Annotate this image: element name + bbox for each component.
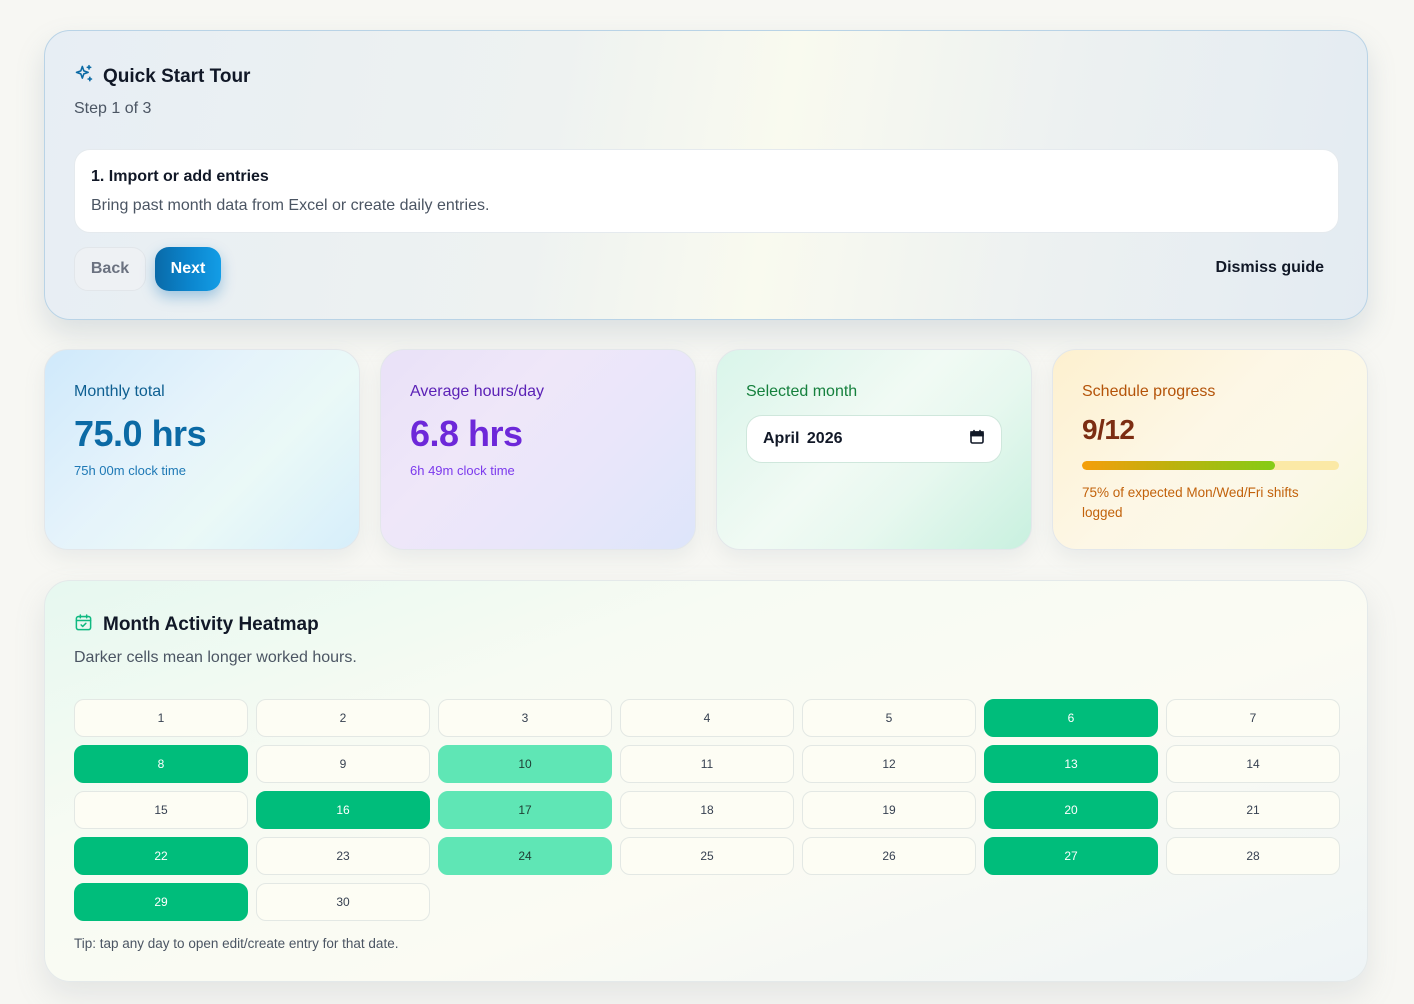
heatmap-day-cell[interactable]: 12: [802, 745, 976, 783]
monthly-total-value: 75.0 hrs: [74, 413, 207, 454]
schedule-progress-fill: [1082, 461, 1275, 470]
month-picker-input[interactable]: April 2026: [746, 415, 1002, 463]
heatmap-day-cell[interactable]: 24: [438, 837, 612, 875]
average-hours-clock-time: 6h 49m clock time: [410, 463, 515, 478]
heatmap-day-cell[interactable]: 2: [256, 699, 430, 737]
quick-start-tour-card: Quick Start Tour Step 1 of 3 1. Import o…: [44, 30, 1368, 320]
tour-step-description: Bring past month data from Excel or crea…: [91, 197, 490, 214]
heatmap-day-cell[interactable]: 19: [802, 791, 976, 829]
heatmap-day-cell[interactable]: 18: [620, 791, 794, 829]
monthly-total-card: Monthly total 75.0 hrs 75h 00m clock tim…: [44, 349, 360, 550]
heatmap-description: Darker cells mean longer worked hours.: [74, 649, 357, 666]
heatmap-header: Month Activity Heatmap: [74, 613, 319, 637]
heatmap-day-cell[interactable]: 8: [74, 745, 248, 783]
tour-step-title: 1. Import or add entries: [91, 168, 269, 185]
heatmap-day-cell[interactable]: 25: [620, 837, 794, 875]
heatmap-day-cell[interactable]: 20: [984, 791, 1158, 829]
average-hours-card: Average hours/day 6.8 hrs 6h 49m clock t…: [380, 349, 696, 550]
calendar-icon[interactable]: [969, 429, 985, 450]
month-picker-value: April 2026: [763, 430, 843, 447]
heatmap-day-cell[interactable]: 10: [438, 745, 612, 783]
heatmap-day-cell[interactable]: 23: [256, 837, 430, 875]
monthly-total-clock-time: 75h 00m clock time: [74, 463, 186, 478]
dismiss-guide-button[interactable]: Dismiss guide: [1215, 259, 1324, 276]
monthly-total-label: Monthly total: [74, 383, 165, 400]
month-activity-heatmap-card: Month Activity Heatmap Darker cells mean…: [44, 580, 1368, 982]
heatmap-day-cell[interactable]: 30: [256, 883, 430, 921]
heatmap-day-cell[interactable]: 17: [438, 791, 612, 829]
selected-month-card: Selected month April 2026: [716, 349, 1032, 550]
schedule-progress-card: Schedule progress 9/12 75% of expected M…: [1052, 349, 1368, 550]
heatmap-day-cell[interactable]: 9: [256, 745, 430, 783]
heatmap-title: Month Activity Heatmap: [103, 614, 319, 635]
schedule-progress-bar: [1082, 461, 1339, 470]
average-hours-value: 6.8 hrs: [410, 413, 523, 454]
heatmap-day-cell[interactable]: 1: [74, 699, 248, 737]
heatmap-day-cell[interactable]: 3: [438, 699, 612, 737]
heatmap-day-cell[interactable]: 7: [1166, 699, 1340, 737]
heatmap-day-cell[interactable]: 27: [984, 837, 1158, 875]
sparkles-icon: [74, 64, 94, 89]
heatmap-day-cell[interactable]: 14: [1166, 745, 1340, 783]
tour-header: Quick Start Tour: [74, 64, 250, 89]
heatmap-grid: 1 2 3 4 5 6 7 8 9 10 11 12 13 14 15 16 17 18 19 20 21 22 23 24 2…: [74, 699, 1340, 921]
back-button[interactable]: Back: [74, 247, 146, 291]
schedule-progress-note: 75% of expected Mon/Wed/Fri shifts logge…: [1082, 485, 1299, 520]
heatmap-day-cell[interactable]: 22: [74, 837, 248, 875]
tour-step-content: 1. Import or add entries Bring past mont…: [74, 149, 1339, 233]
calendar-check-icon: [74, 613, 93, 637]
heatmap-day-cell[interactable]: 21: [1166, 791, 1340, 829]
next-button[interactable]: Next: [155, 247, 221, 291]
heatmap-day-cell[interactable]: 26: [802, 837, 976, 875]
heatmap-day-cell[interactable]: 28: [1166, 837, 1340, 875]
average-hours-label: Average hours/day: [410, 383, 545, 400]
heatmap-day-cell[interactable]: 29: [74, 883, 248, 921]
tour-step-indicator: Step 1 of 3: [74, 100, 152, 117]
heatmap-tip: Tip: tap any day to open edit/create ent…: [74, 936, 399, 951]
selected-month-label: Selected month: [746, 383, 858, 400]
heatmap-day-cell[interactable]: 13: [984, 745, 1158, 783]
heatmap-day-cell[interactable]: 15: [74, 791, 248, 829]
schedule-progress-label: Schedule progress: [1082, 383, 1216, 400]
heatmap-day-cell[interactable]: 11: [620, 745, 794, 783]
heatmap-day-cell[interactable]: 6: [984, 699, 1158, 737]
heatmap-day-cell[interactable]: 5: [802, 699, 976, 737]
heatmap-day-cell[interactable]: 4: [620, 699, 794, 737]
schedule-progress-value: 9/12: [1082, 414, 1135, 445]
tour-title: Quick Start Tour: [103, 65, 251, 87]
heatmap-day-cell[interactable]: 16: [256, 791, 430, 829]
